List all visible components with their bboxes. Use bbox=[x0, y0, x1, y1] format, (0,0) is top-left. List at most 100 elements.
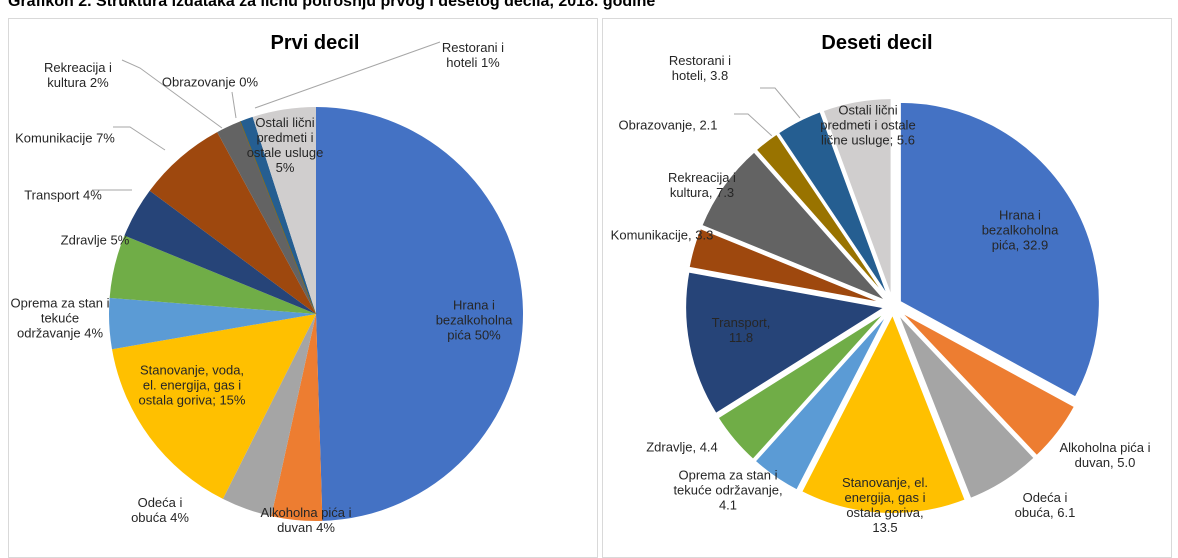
pie-slice bbox=[217, 121, 316, 315]
data-label: Obrazovanje, 2.1 bbox=[613, 118, 723, 133]
data-label: Hrana i bezalkoholna pića, 32.9 bbox=[970, 208, 1070, 253]
data-label: Odeća i obuća 4% bbox=[125, 495, 195, 525]
category-label: Obrazovanje bbox=[161, 74, 236, 90]
data-label: Komunikacije 7% bbox=[10, 131, 120, 146]
category-label: Stanovanje, el. energija, gas i ostala g… bbox=[841, 475, 928, 520]
category-label: Restorani i hoteli, bbox=[668, 53, 732, 83]
category-label: Hrana i bezalkoholna pića, bbox=[981, 207, 1059, 253]
pie-slice bbox=[684, 270, 888, 416]
data-label: Rekreacija i kultura, 7.3 bbox=[657, 170, 747, 200]
category-label: Obrazovanje, bbox=[618, 117, 696, 133]
pie-slice bbox=[124, 190, 317, 314]
data-label: Odeća i obuća, 6.1 bbox=[1005, 490, 1085, 520]
category-label: Odeća i obuća, bbox=[1014, 490, 1068, 520]
value-label: 4% bbox=[82, 187, 102, 203]
value-label: 0% bbox=[239, 74, 259, 90]
page: Grafikon 2. Struktura izdataka za ličnu … bbox=[8, 0, 1172, 558]
data-label: Alkoholna pića i duvan, 5.0 bbox=[1055, 440, 1155, 470]
data-label: Transport, 11.8 bbox=[701, 315, 781, 345]
pie-slice bbox=[898, 100, 1101, 399]
data-label: Stanovanje, el. energija, gas i ostala g… bbox=[835, 475, 935, 535]
pie-slice bbox=[687, 226, 886, 305]
value-label: 2% bbox=[89, 75, 109, 90]
leader-line bbox=[231, 91, 237, 119]
pie-slice bbox=[753, 311, 890, 492]
pie-slice bbox=[700, 150, 888, 303]
pie-slice bbox=[821, 97, 893, 299]
value-label: 5% bbox=[110, 232, 130, 248]
category-label: Transport, bbox=[711, 315, 771, 330]
category-label: Komunikacije bbox=[15, 130, 93, 146]
category-label: Zdravlje bbox=[60, 232, 107, 248]
pie-slice bbox=[316, 107, 524, 521]
chart-title: Grafikon 2. Struktura izdataka za ličnu … bbox=[8, 0, 656, 10]
value-label: 13.5 bbox=[872, 520, 898, 535]
data-label: Zdravlje, 4.4 bbox=[627, 440, 737, 455]
leader-line bbox=[113, 126, 166, 151]
category-label: Oprema za stan i tekuće održavanje bbox=[10, 295, 110, 341]
value-label: 5% bbox=[275, 160, 295, 175]
data-label: Zdravlje 5% bbox=[60, 233, 130, 248]
pie-title: Prvi decil bbox=[270, 32, 360, 54]
category-label: Hrana i bezalkoholna pića bbox=[435, 297, 513, 343]
category-label: Zdravlje, bbox=[646, 439, 697, 455]
data-label: Oprema za stan i tekuće održavanje 4% bbox=[10, 296, 110, 341]
category-label: Odeća i obuća bbox=[131, 495, 183, 525]
pie-slice bbox=[108, 297, 316, 350]
pie-slice bbox=[112, 314, 316, 499]
data-label: Ostali lični predmeti i ostale usluge 5% bbox=[238, 115, 333, 175]
pie-slice bbox=[898, 309, 1077, 458]
category-label: Stanovanje, voda, el. energija, gas i os… bbox=[138, 362, 245, 408]
category-label: Ostali lični predmeti i ostale usluge bbox=[246, 115, 324, 160]
chart bbox=[92, 41, 1101, 521]
pie-slice bbox=[252, 107, 316, 314]
data-label: Alkoholna pića i duvan 4% bbox=[259, 505, 354, 535]
category-label: Rekreacija i kultura bbox=[44, 60, 112, 90]
value-label: 4.1 bbox=[718, 497, 738, 513]
value-label: 32.9 bbox=[1022, 237, 1049, 253]
data-label: Restorani i hoteli, 3.8 bbox=[650, 53, 750, 83]
value-label: 7% bbox=[96, 130, 115, 146]
pie-slice bbox=[896, 312, 1037, 501]
category-label: Alkoholna pića i duvan bbox=[260, 505, 352, 535]
value-label: 2.1 bbox=[699, 117, 718, 133]
value-label: 11.8 bbox=[728, 330, 754, 345]
value-label: 3.3 bbox=[695, 227, 714, 243]
category-label: Oprema za stan i tekuće održavanje, bbox=[673, 467, 783, 498]
value-label: 1% bbox=[480, 55, 500, 70]
data-label: Stanovanje, voda, el. energija, gas i os… bbox=[137, 363, 247, 408]
value-label: 15% bbox=[219, 392, 246, 408]
leader-lines bbox=[92, 41, 801, 191]
leader-line bbox=[734, 113, 773, 137]
value-label: 5.6 bbox=[896, 132, 915, 148]
value-label: 4.4 bbox=[699, 439, 718, 455]
pie-slice bbox=[271, 314, 323, 521]
pie-title: Deseti decil bbox=[821, 32, 933, 54]
data-label: Komunikacije, 3.3 bbox=[607, 228, 717, 243]
data-label: Ostali lični predmeti i ostale lične usl… bbox=[813, 103, 923, 148]
value-label: 3.8 bbox=[710, 68, 729, 83]
data-label: Rekreacija i kultura 2% bbox=[33, 60, 123, 90]
pie-slice bbox=[240, 116, 316, 314]
pie-slice bbox=[776, 109, 891, 300]
value-label: 5.0 bbox=[1117, 455, 1136, 470]
leader-line bbox=[254, 41, 441, 109]
value-label: 50% bbox=[474, 327, 501, 343]
category-label: Restorani i hoteli bbox=[441, 40, 505, 70]
data-label: Oprema za stan i tekuće održavanje, 4.1 bbox=[673, 468, 783, 513]
pie-slice bbox=[754, 132, 889, 301]
data-label: Transport 4% bbox=[23, 188, 103, 203]
pie-slice bbox=[222, 314, 316, 517]
category-label: Alkoholna pića i duvan, bbox=[1059, 440, 1151, 470]
data-label: Obrazovanje 0% bbox=[160, 75, 260, 90]
category-label: Ostali lični predmeti i ostale lične usl… bbox=[820, 102, 916, 148]
pie-slice bbox=[716, 310, 888, 462]
category-label: Transport bbox=[24, 187, 80, 203]
data-label: Hrana i bezalkoholna pića 50% bbox=[424, 298, 524, 343]
value-label: 7.3 bbox=[716, 185, 735, 200]
pie-slice bbox=[149, 132, 316, 314]
category-label: Rekreacija i kultura, bbox=[668, 170, 736, 200]
pie-slice bbox=[109, 235, 316, 314]
data-label: Restorani i hoteli 1% bbox=[433, 40, 513, 70]
pie-slice bbox=[799, 311, 968, 515]
